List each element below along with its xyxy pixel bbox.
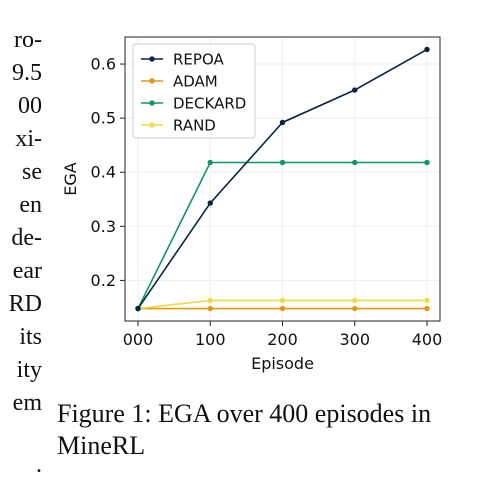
x-tick-label: 000 — [123, 330, 154, 349]
ega-line-chart: 000 100 200 300 400 0.20.30.40.50.6 Episode … — [61, 36, 443, 373]
x-axis: 000 100 200 300 400 — [123, 321, 443, 349]
data-point-repoa — [207, 200, 213, 206]
data-point-adam — [279, 305, 286, 312]
left-column-fragment: ity — [16, 357, 42, 383]
x-tick-label: 300 — [339, 330, 370, 349]
data-point-repoa — [135, 305, 141, 312]
left-column-fragment: em — [12, 390, 42, 416]
data-point-adam — [207, 305, 213, 312]
x-tick-label: 100 — [195, 330, 226, 349]
data-point-repoa — [424, 46, 430, 53]
left-column-fragment: ro- — [14, 27, 42, 53]
data-point-adam — [352, 305, 358, 312]
y-axis: 0.2 0.3 0.4 0.5 0.6 — [91, 55, 125, 290]
left-column-fragment: its — [19, 324, 42, 350]
data-point-rand — [207, 297, 213, 304]
y-tick-label: 0.6 — [91, 55, 116, 74]
left-column-fragment: 9.5 — [12, 60, 42, 86]
data-point-deckard — [424, 159, 430, 166]
y-tick-label: 0.3 — [91, 217, 116, 236]
figure-caption: Figure 1: EGA over 400 episodes in MineR… — [57, 399, 432, 460]
left-column-fragment: se — [22, 159, 42, 185]
x-tick-label: 200 — [267, 330, 298, 349]
left-column-fragment: xi- — [15, 126, 42, 152]
legend-label-repoa: REPOA — [173, 51, 224, 69]
data-point-rand — [424, 297, 430, 304]
left-column-fragment: . — [36, 452, 42, 478]
left-column-fragment: ear — [12, 258, 42, 284]
legend-label-deckard: DECKARD — [173, 95, 246, 113]
data-point-deckard — [207, 159, 213, 166]
legend-marker-deckard — [149, 100, 155, 106]
legend-label-rand: RAND — [173, 117, 216, 135]
data-point-adam — [424, 305, 430, 312]
left-column-fragment: en — [19, 192, 42, 218]
y-tick-label: 0.2 — [91, 271, 116, 290]
legend-marker-adam — [149, 78, 155, 84]
legend-marker-rand — [149, 122, 155, 128]
left-column-fragment: 00 — [18, 93, 42, 119]
y-tick-label: 0.5 — [91, 109, 116, 128]
legend-box — [132, 43, 256, 139]
left-column-fragment: de- — [11, 225, 42, 251]
legend-label-adam: ADAM — [173, 73, 218, 91]
data-point-rand — [279, 297, 286, 304]
y-tick-label: 0.4 — [91, 163, 116, 182]
data-point-rand — [352, 297, 358, 304]
legend-marker-repoa — [149, 56, 155, 62]
data-point-repoa — [352, 87, 358, 93]
data-point-deckard — [279, 159, 286, 166]
legend: REPOA ADAM DECKARD RAND — [132, 43, 256, 139]
left-column-fragment: RD — [8, 291, 42, 317]
x-axis-label: Episode — [251, 354, 314, 373]
data-point-repoa — [279, 119, 286, 126]
series-layer — [135, 46, 430, 312]
data-point-deckard — [352, 159, 358, 166]
x-tick-label: 400 — [412, 330, 443, 349]
y-axis-label: EGA — [61, 162, 80, 196]
